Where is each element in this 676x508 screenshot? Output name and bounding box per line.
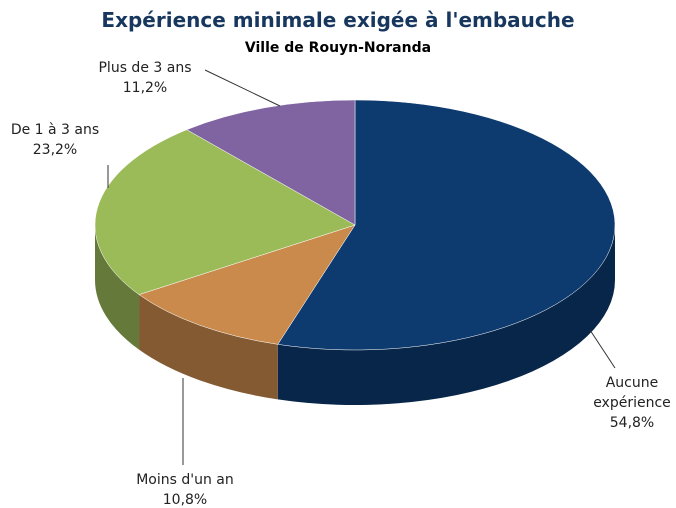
slice: [138, 224, 356, 345]
slice-label: Aucune expérience: [593, 375, 671, 411]
slice: [94, 129, 356, 295]
chart-subtitle: Ville de Rouyn-Noranda: [244, 40, 432, 56]
value-label: 10,8%: [162, 492, 208, 508]
value-label: 23,2%: [32, 142, 78, 158]
slice: [277, 99, 616, 351]
slice-label: Moins d'un an: [136, 472, 234, 488]
slice-side: [139, 294, 278, 400]
slice-label: De 1 à 3 ans: [10, 122, 100, 138]
slice: [186, 99, 356, 226]
value-label: 11,2%: [122, 80, 168, 96]
chart-title: Expérience minimale exigée à l'embauche: [101, 8, 575, 32]
slice-label: Plus de 3 ans: [98, 60, 192, 76]
leader-line: [204, 69, 281, 107]
leader-line: [589, 329, 616, 369]
slice-side: [277, 225, 615, 406]
value-label: 54,8%: [609, 415, 655, 431]
slice-side: [95, 225, 140, 350]
